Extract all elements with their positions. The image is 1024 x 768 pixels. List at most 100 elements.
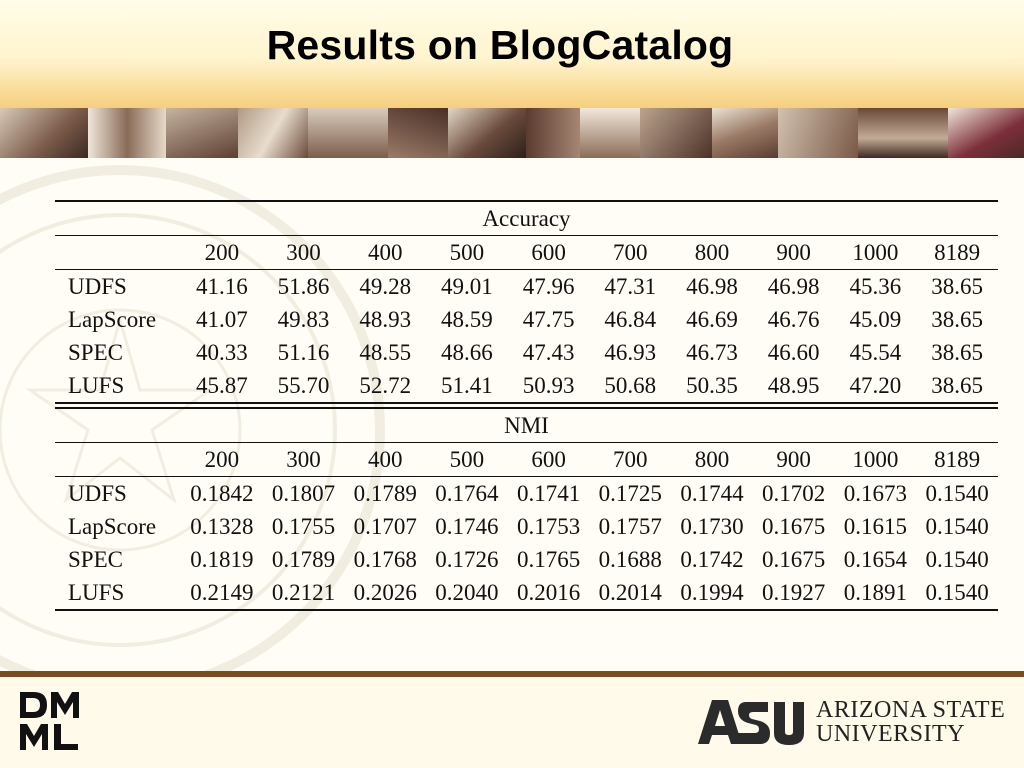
table-cell: 46.69 — [686, 306, 738, 332]
slide-header: Results on BlogCatalog — [0, 0, 1024, 108]
table-cell: 47.20 — [849, 372, 902, 398]
table-cell: 0.1753 — [516, 513, 581, 539]
column-header: 300 — [262, 235, 345, 270]
footer-divider — [0, 671, 1024, 677]
column-header: 600 — [507, 442, 590, 477]
column-header: 900 — [752, 235, 835, 270]
method-label: UDFS — [55, 476, 181, 510]
table-cell: 50.35 — [686, 372, 738, 398]
table-cell: 46.73 — [686, 339, 738, 365]
table-section-caption: NMI — [55, 408, 998, 443]
column-header: 800 — [671, 442, 753, 477]
table-cell: 46.98 — [752, 269, 835, 303]
table-cell: 45.09 — [849, 306, 902, 332]
method-label: LapScore — [68, 513, 157, 539]
table-cell: 0.2014 — [589, 576, 672, 611]
table-cell: 50.93 — [522, 372, 575, 398]
section-caption-cell: NMI — [504, 412, 549, 438]
table-row: SPEC 0.1819 0.1789 0.1768 0.1726 0.1765 0.1688… — [55, 543, 998, 576]
column-header: 700 — [589, 442, 672, 477]
campus-photo — [238, 108, 308, 158]
method-label: LUFS — [68, 372, 125, 398]
table-cell: 0.1764 — [426, 476, 508, 510]
column-header: 900 — [752, 442, 835, 477]
column-header: 8189 — [916, 442, 998, 477]
table-row: LapScore 41.07 49.83 48.93 48.59 47.75 46.84 46… — [55, 303, 998, 336]
table-cell: 0.1741 — [507, 476, 590, 510]
slide-title: Results on BlogCatalog — [266, 22, 734, 68]
column-header: 400 — [344, 235, 427, 270]
table-cell: 40.33 — [195, 339, 248, 365]
header-corner-cell — [55, 235, 181, 270]
table-cell: 0.1725 — [589, 476, 672, 510]
column-header: 600 — [507, 235, 590, 270]
table-cell: 0.1789 — [271, 546, 336, 572]
results-table: Accuracy 200 300 400 500 600 700 800 900 1000 8189… — [55, 200, 998, 611]
table-cell: 0.1615 — [843, 513, 907, 539]
table-cell: 38.65 — [931, 339, 983, 365]
table-cell: 49.28 — [344, 269, 427, 303]
table-cell: 0.1765 — [516, 546, 581, 572]
method-label: LUFS — [55, 576, 181, 611]
table-cell: 0.1744 — [671, 476, 753, 510]
asu-mark-icon — [698, 700, 804, 745]
table-cell: 0.1702 — [752, 476, 835, 510]
section-caption-cell: Accuracy — [55, 200, 998, 236]
table-cell: 0.1807 — [262, 476, 345, 510]
table-cell: 45.87 — [195, 372, 248, 398]
campus-photo — [858, 108, 948, 158]
table-cell: 0.1675 — [762, 513, 826, 539]
table-cell: 38.65 — [931, 372, 983, 398]
campus-photo — [308, 108, 388, 158]
table-cell: 0.2040 — [426, 576, 508, 611]
table-row: LapScore 0.1328 0.1755 0.1707 0.1746 0.1753 0.… — [55, 510, 998, 543]
table-cell: 0.1994 — [671, 576, 753, 611]
table-cell: 0.1328 — [190, 513, 254, 539]
table-header-row: 200 300 400 500 600 700 800 900 1000 8189 — [55, 235, 998, 270]
header-corner-cell — [55, 442, 181, 477]
column-header: 400 — [344, 442, 427, 477]
table-cell: 0.1654 — [843, 546, 907, 572]
column-header: 500 — [426, 235, 508, 270]
asu-wordmark: ARIZONA STATE UNIVERSITY — [816, 698, 1006, 746]
campus-photo — [580, 108, 640, 158]
table-cell: 0.1540 — [925, 546, 989, 572]
asu-logo-icon: ARIZONA STATE UNIVERSITY — [698, 696, 1005, 748]
table-cell: 46.60 — [767, 339, 820, 365]
table-cell: 0.1746 — [435, 513, 499, 539]
asu-wordmark-line2: UNIVERSITY — [816, 721, 965, 747]
campus-photo — [166, 108, 238, 158]
table-cell: 49.83 — [277, 306, 330, 332]
campus-photo — [778, 108, 858, 158]
table-cell: 0.1688 — [598, 546, 662, 572]
campus-photo — [640, 108, 712, 158]
slide-footer — [0, 677, 1024, 768]
table-cell: 49.01 — [426, 269, 508, 303]
table-row: UDFS 0.1842 0.1807 0.1789 0.1764 0.1741 0.1725… — [55, 476, 998, 510]
table-row: LUFS 0.2149 0.2121 0.2026 0.2040 0.2016 0.2014… — [55, 576, 998, 611]
table-cell: 50.68 — [604, 372, 657, 398]
table-cell: 0.1891 — [834, 576, 917, 611]
table-cell: 48.95 — [767, 372, 820, 398]
table-cell: 0.1707 — [353, 513, 417, 539]
table-cell: 45.36 — [834, 269, 917, 303]
column-header: 1000 — [834, 442, 917, 477]
section-divider — [55, 402, 998, 409]
table-cell: 41.16 — [181, 269, 263, 303]
table-cell: 0.1757 — [598, 513, 662, 539]
table-cell: 55.70 — [277, 372, 330, 398]
campus-photo — [448, 108, 526, 158]
table-section-caption: Accuracy — [55, 200, 998, 236]
method-label: LapScore — [68, 306, 157, 332]
table-cell: 47.31 — [589, 269, 672, 303]
column-header: 200 — [181, 235, 263, 270]
table-cell: 47.43 — [522, 339, 575, 365]
table-cell: 0.1730 — [680, 513, 744, 539]
table-cell: 48.55 — [359, 339, 412, 365]
table-row: SPEC 40.33 51.16 48.55 48.66 47.43 46.93 46.73 4… — [55, 336, 998, 369]
table-cell: 45.54 — [849, 339, 902, 365]
table-cell: 0.1819 — [190, 546, 254, 572]
table-cell: 0.1673 — [834, 476, 917, 510]
table-cell: 0.1768 — [353, 546, 417, 572]
column-header: 1000 — [834, 235, 917, 270]
